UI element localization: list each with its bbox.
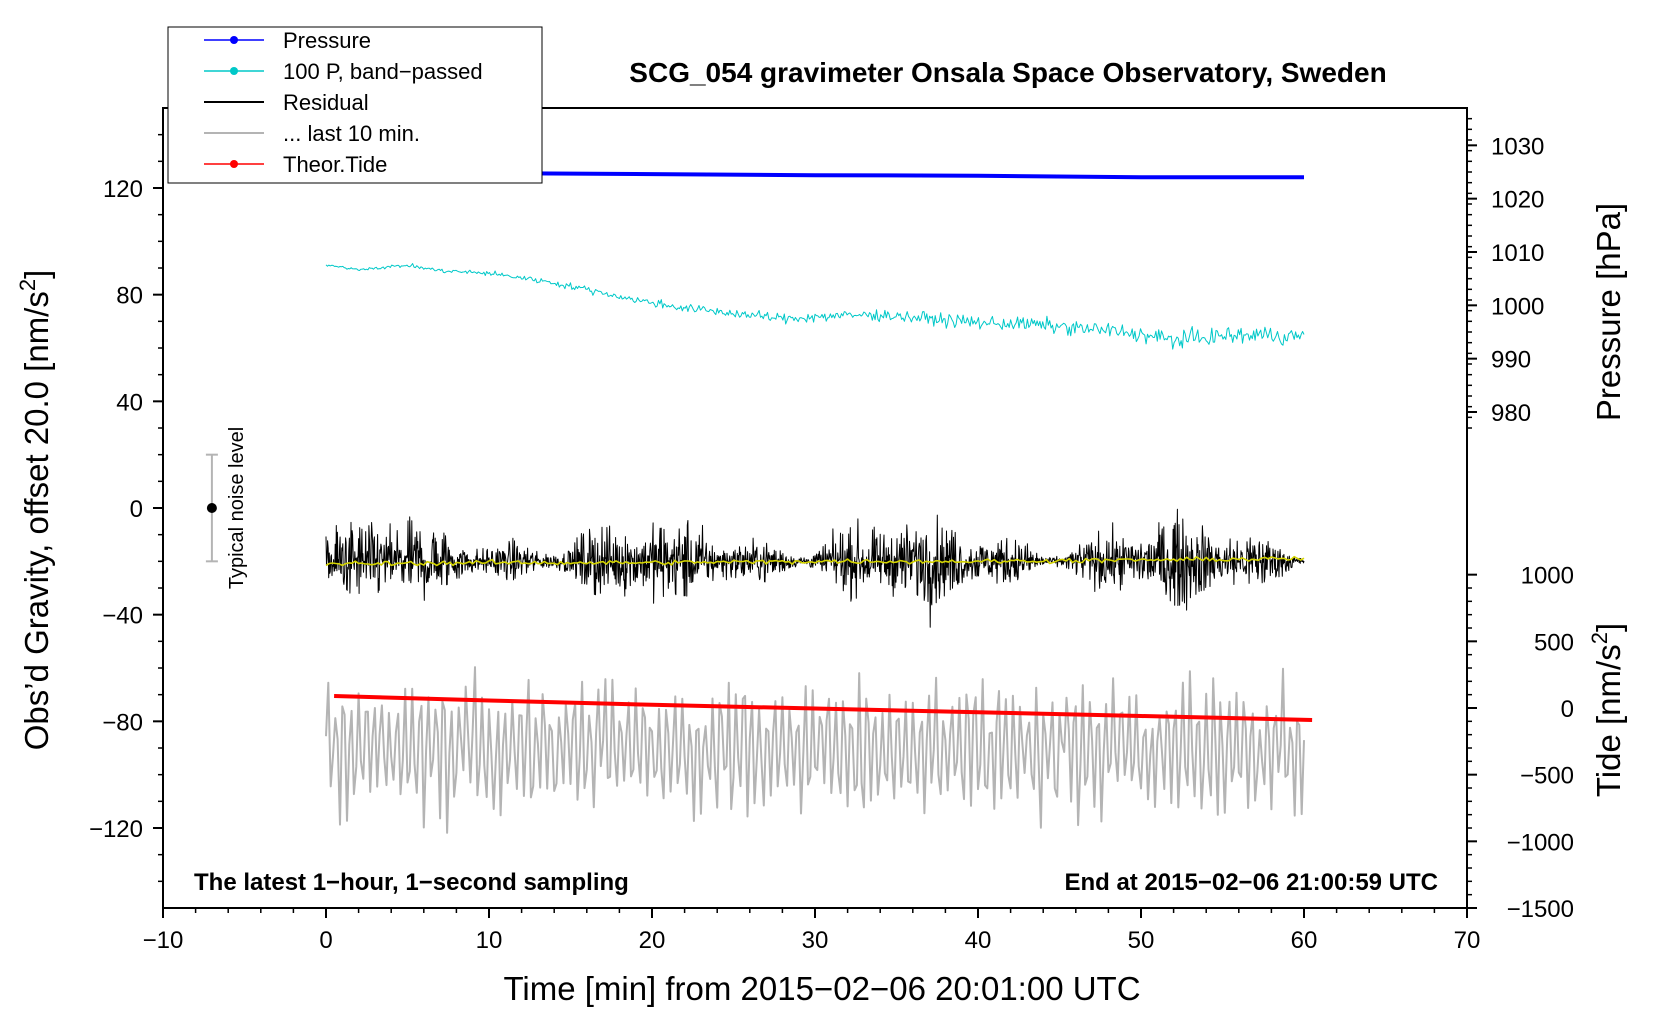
y-axis-title: Obs’d Gravity, offset 20.0 [nm/s2] [15,270,55,751]
y-tick-label: 40 [116,389,143,416]
legend-label: 100 P, band−passed [283,59,483,84]
series-layer [325,170,1313,834]
tide-tick-label: 1000 [1521,563,1574,590]
annotation-end-time: End at 2015−02−06 21:00:59 UTC [1064,869,1438,896]
legend-label: Pressure [283,28,371,53]
y-tick-label: −40 [102,603,143,630]
tide-tick-label: −1000 [1507,829,1574,856]
tide-tick-label: −1500 [1507,896,1574,923]
x-tick-label: 10 [476,927,503,954]
x-tick-label: 40 [965,927,992,954]
y-tick-label: 120 [103,176,143,203]
x-tick-label: 60 [1291,927,1318,954]
pressure-tick-label: 980 [1491,400,1531,427]
series-last-10-min [325,666,1305,834]
legend-label: Theor.Tide [283,152,387,177]
series-residual-mean [325,555,1305,567]
tide-tick-label: 0 [1561,696,1574,723]
axes-layer: −10 0 10 20 30 40 50 60 70−120−80−40040801209809… [89,107,1574,954]
legend-marker [230,36,238,44]
x-tick-label: 70 [1454,927,1481,954]
pressure-tick-label: 1010 [1491,240,1544,267]
legend-label: Residual [283,90,369,115]
noise-label: Typical noise level [226,427,248,589]
pressure-axis-title: Pressure [hPa] [1590,203,1627,421]
x-tick-label: 50 [1128,927,1155,954]
legend: Pressure 100 P, band−passed Residual ... la… [167,26,543,184]
series-residual [325,508,1305,628]
y-tick-label: 80 [116,283,143,310]
legend-box [167,26,543,184]
series-band-passed-pressure [325,263,1305,350]
legend-marker [230,67,238,75]
pressure-tick-label: 990 [1491,347,1531,374]
chart-title: SCG_054 gravimeter Onsala Space Observat… [629,57,1386,88]
tide-axis-title: Tide [nm/s2] [1587,623,1627,797]
tide-tick-label: 500 [1534,629,1574,656]
x-axis-title: Time [min] from 2015−02−06 20:01:00 UTC [503,970,1140,1007]
x-tick-label: −10 [143,927,184,954]
noise-dot [206,503,217,513]
x-tick-label: 20 [639,927,666,954]
legend-label: ... last 10 min. [283,121,420,146]
legend-marker [230,160,238,168]
pressure-tick-label: 1000 [1491,293,1544,320]
x-tick-label: 0 [319,927,332,954]
y-tick-label: −80 [102,709,143,736]
tide-tick-label: −500 [1520,763,1574,790]
series-theoretical-tide [334,694,1313,722]
y-tick-label: 0 [130,496,143,523]
noise-level-marker: Typical noise level [205,427,248,589]
pressure-tick-label: 1020 [1491,187,1544,214]
annotation-sampling: The latest 1−hour, 1−second sampling [194,869,629,896]
pressure-tick-label: 1030 [1491,133,1544,160]
y-tick-label: −120 [89,816,143,843]
x-tick-label: 30 [802,927,829,954]
